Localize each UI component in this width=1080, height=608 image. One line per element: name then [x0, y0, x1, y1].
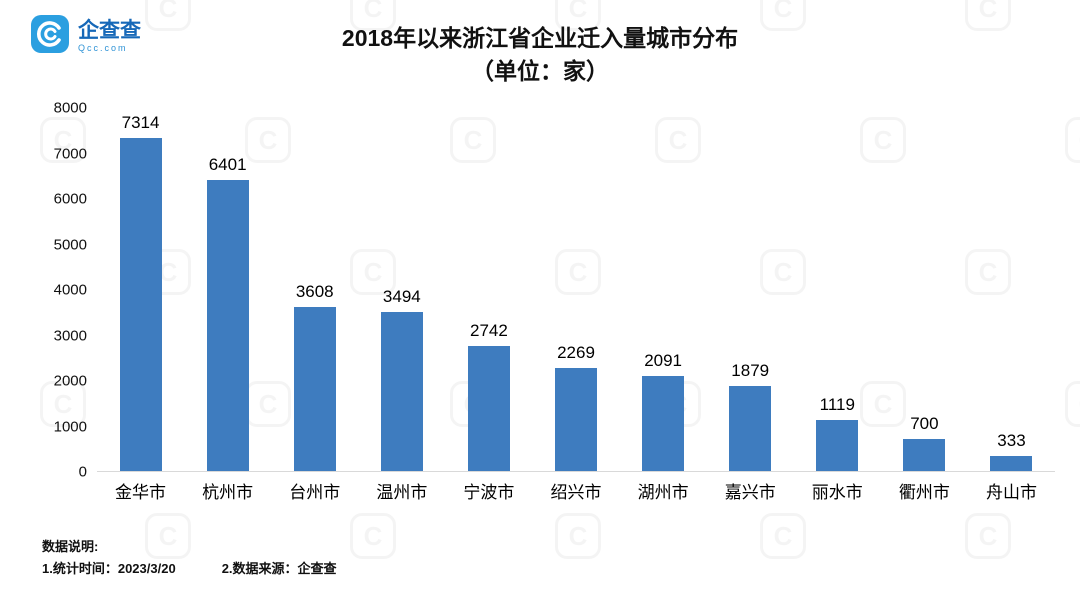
bar-value-label: 2269: [557, 342, 595, 362]
bar-value-label: 1119: [819, 395, 855, 415]
plot-area: 7314 6401 3608 3494 2742 2269 2091 1879 1119 700 3…: [97, 108, 1055, 472]
bar-group: 2091: [620, 108, 707, 471]
bar-group: 333: [968, 108, 1055, 471]
y-axis-tick-label: 1000: [53, 418, 87, 435]
y-axis-tick-label: 2000: [53, 372, 87, 390]
bar-group: 1119: [794, 108, 881, 471]
bar-value-label: 3608: [295, 281, 334, 301]
x-axis-label: 衢州市: [898, 483, 950, 502]
logo-domain: Qcc.com: [78, 43, 128, 54]
bar: [119, 138, 162, 471]
bar-value-label: 2091: [644, 350, 683, 370]
x-axis: 金华市 杭州市 台州市 温州市 宁波市 绍兴市 湖州市 嘉兴市 丽水市 衢州市 舟山市: [97, 478, 1055, 503]
note-stat-time: 1.统计时间：2023/3/20: [42, 561, 176, 577]
qcc-logo-icon: [30, 14, 70, 59]
x-axis-label: 湖州市: [637, 483, 689, 502]
bar: [816, 420, 859, 471]
x-axis-label: 温州市: [376, 483, 428, 502]
bar-chart: 0 1000 2000 3000 4000 5000 6000 7000 8000 7314 64…: [35, 100, 1055, 481]
bar: [642, 375, 685, 471]
bar-value-label: 6401: [208, 154, 247, 174]
y-axis-tick-label: 7000: [53, 145, 87, 162]
logo-brand-name: 企查查: [78, 19, 141, 42]
bar-value-label: 333: [997, 430, 1026, 450]
qcc-logo: 企查查 Qcc.com: [30, 14, 141, 59]
bar: [903, 439, 946, 471]
y-axis: 0 1000 2000 3000 4000 5000 6000 7000 8000: [35, 100, 97, 481]
bar: [293, 306, 336, 471]
x-axis-label: 嘉兴市: [724, 483, 776, 502]
bar-group: 3608: [271, 108, 358, 471]
bar-group: 6401: [184, 108, 271, 471]
x-axis-label: 金华市: [115, 483, 167, 502]
data-notes-label: 数据说明:: [42, 539, 99, 554]
bar: [990, 455, 1033, 471]
chart-title-line1: 2018年以来浙江省企业迁入量城市分布: [341, 25, 739, 51]
bar: [729, 385, 772, 471]
x-axis-label: 杭州市: [202, 483, 254, 502]
bar-group: 3494: [358, 108, 445, 471]
chart-title-line2: （单位：家）: [471, 58, 609, 85]
bar: [467, 346, 510, 471]
bar-value-label: 2742: [470, 321, 508, 341]
bar-group: 2742: [445, 108, 532, 471]
y-axis-tick-label: 0: [78, 463, 87, 481]
y-axis-tick-label: 3000: [53, 327, 87, 344]
bar-value-label: 3494: [382, 287, 421, 307]
x-axis-label: 台州市: [289, 483, 341, 502]
bar-value-label: 7314: [121, 113, 160, 133]
y-axis-tick-label: 8000: [53, 99, 87, 117]
x-axis-label: 舟山市: [985, 483, 1037, 502]
data-notes: 数据说明: 1.统计时间：2023/3/20 2.数据来源：企查查: [42, 536, 383, 580]
bar-value-label: 1879: [731, 360, 770, 380]
bar-group: 1879: [707, 108, 794, 471]
bar-group: 700: [881, 108, 968, 471]
bar-group: 7314: [97, 108, 184, 471]
x-axis-label: 丽水市: [811, 483, 863, 502]
note-data-source: 2.数据来源：企查查: [221, 561, 337, 577]
bar-group: 2269: [532, 108, 619, 471]
bar: [206, 179, 249, 471]
bar-value-label: 700: [910, 414, 939, 434]
bar: [555, 367, 598, 471]
x-axis-label: 绍兴市: [550, 483, 602, 502]
y-axis-tick-label: 6000: [53, 190, 87, 208]
y-axis-tick-label: 5000: [53, 236, 87, 253]
x-axis-label: 宁波市: [463, 483, 515, 502]
bar: [380, 312, 423, 471]
chart-title: 2018年以来浙江省企业迁入量城市分布 （单位：家）: [0, 22, 1080, 89]
y-axis-tick-label: 4000: [53, 281, 87, 299]
